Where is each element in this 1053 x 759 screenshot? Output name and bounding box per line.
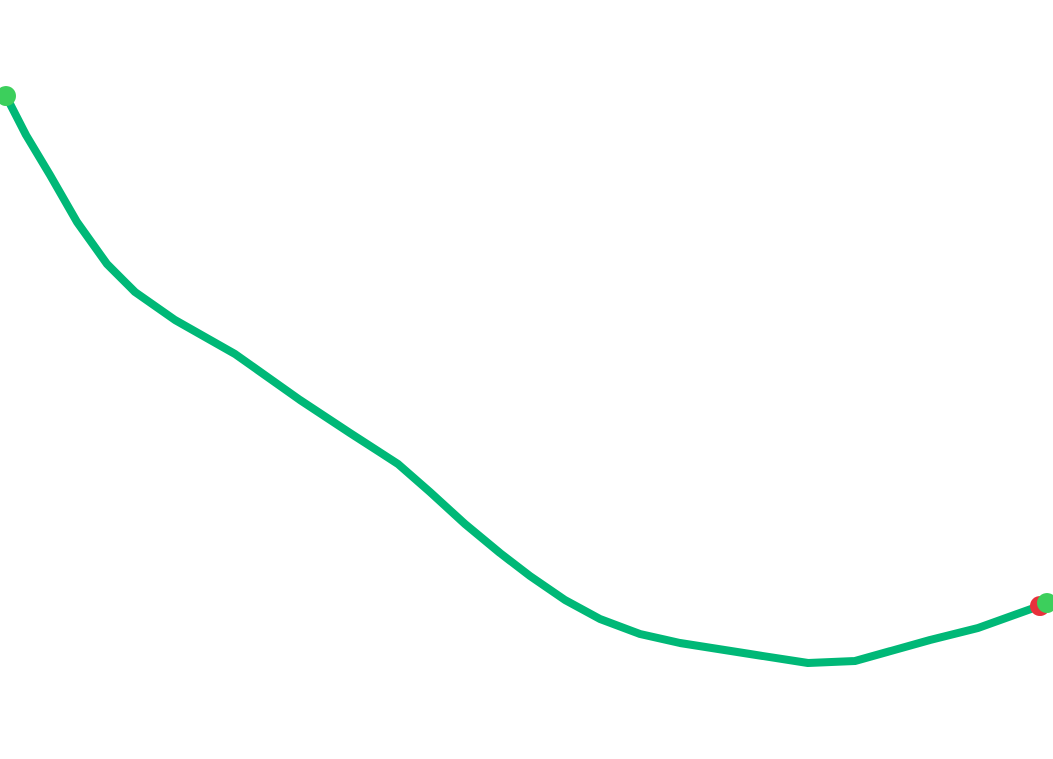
start-marker bbox=[0, 86, 16, 106]
route-line bbox=[2, 92, 1049, 667]
current-position-marker bbox=[1037, 593, 1053, 613]
